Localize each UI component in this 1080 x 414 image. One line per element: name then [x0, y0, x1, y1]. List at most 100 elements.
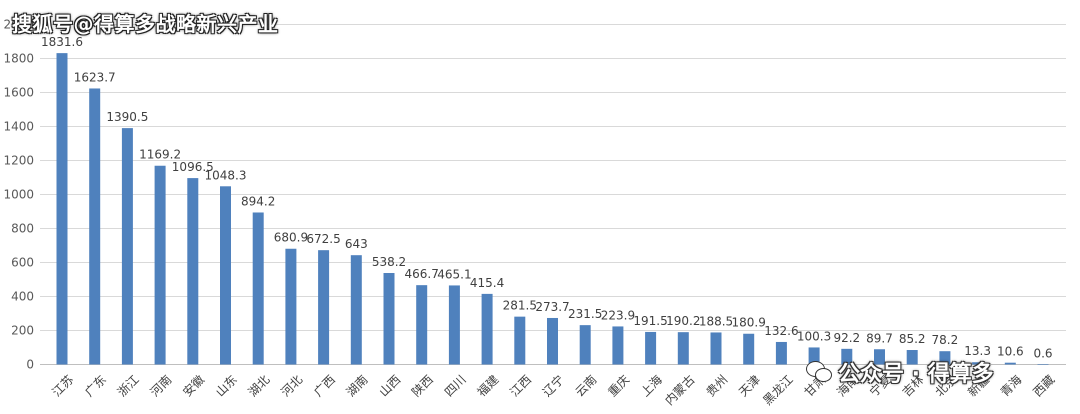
x-tick-label: 青海 — [997, 372, 1025, 400]
y-tick-label: 1600 — [3, 86, 34, 100]
bar — [121, 128, 133, 365]
x-tick-label: 浙江 — [115, 372, 142, 399]
data-label: 1096.5 — [172, 160, 214, 174]
x-tick-label: 江苏 — [49, 372, 76, 399]
data-label: 190.2 — [666, 314, 700, 328]
x-tick-label: 江西 — [507, 372, 534, 399]
x-tick-label: 陕西 — [408, 372, 436, 400]
bar — [1037, 364, 1049, 365]
data-label: 1831.6 — [41, 35, 83, 49]
data-label: 0.6 — [1033, 346, 1052, 360]
x-tick-label: 湖南 — [343, 372, 371, 400]
bar — [383, 273, 395, 365]
data-label: 223.9 — [601, 308, 635, 322]
data-label: 13.3 — [964, 344, 991, 358]
bar — [743, 333, 755, 365]
data-label: 92.2 — [833, 331, 860, 345]
x-tick-label: 四川 — [442, 372, 469, 399]
data-label: 1048.3 — [205, 168, 247, 182]
data-label: 100.3 — [797, 329, 831, 343]
data-label: 415.4 — [470, 276, 504, 290]
data-label: 1390.5 — [106, 110, 148, 124]
y-tick-label: 2000 — [3, 18, 34, 32]
watermark-sohu: 搜狐号@得算多战略新兴产业 — [12, 12, 279, 36]
x-tick-label: 内蒙古 — [662, 372, 698, 408]
data-label: 672.5 — [306, 232, 340, 246]
data-label: 1169.2 — [139, 148, 181, 162]
x-tick-label: 上海 — [637, 372, 665, 400]
bar — [481, 293, 493, 365]
x-tick-label: 山西 — [376, 372, 403, 399]
bar — [220, 186, 231, 365]
x-tick-label: 广西 — [311, 372, 338, 399]
bar — [874, 349, 885, 365]
bar — [448, 285, 460, 365]
data-label: 180.9 — [732, 316, 766, 330]
bar — [285, 248, 297, 365]
bar — [252, 212, 264, 365]
bar — [187, 178, 199, 365]
x-tick-label: 云南 — [572, 372, 600, 400]
x-tick-label: 安徽 — [180, 372, 208, 400]
x-tick-label: 天津 — [736, 372, 763, 399]
y-tick-label: 0 — [26, 358, 34, 372]
x-tick-label: 黑龙江 — [760, 372, 795, 407]
bar — [416, 285, 428, 365]
gridlines — [40, 24, 1066, 365]
data-label: 680.9 — [274, 231, 308, 245]
bars — [56, 53, 1049, 365]
bar — [547, 317, 558, 365]
y-axis: 0 200 400 600 800 1000 1200 1400 1600 1800 2000 — [3, 18, 34, 372]
data-label: 466.7 — [405, 267, 439, 281]
y-tick-label: 1400 — [3, 120, 34, 134]
x-tick-label: 重庆 — [605, 372, 632, 399]
bar — [514, 316, 526, 365]
data-label: 10.6 — [997, 345, 1024, 359]
bar — [808, 347, 820, 365]
bar — [154, 165, 166, 365]
data-label: 191.5 — [633, 314, 667, 328]
y-tick-label: 400 — [11, 290, 34, 304]
data-label: 538.2 — [372, 255, 406, 269]
x-tick-label: 贵州 — [703, 372, 730, 399]
x-tick-label: 山东 — [213, 372, 240, 399]
y-tick-label: 1200 — [3, 154, 34, 168]
data-label: 465.1 — [437, 267, 471, 281]
x-tick-label: 河北 — [278, 372, 305, 399]
watermark-wechat: 公众号 · 得算多 — [806, 356, 994, 388]
bar — [775, 341, 787, 365]
data-label: 85.2 — [899, 332, 926, 346]
x-tick-label: 广东 — [82, 372, 109, 399]
bar — [350, 255, 362, 365]
bar — [972, 362, 984, 365]
bar — [56, 53, 68, 365]
x-tick-label: 河南 — [147, 372, 175, 400]
data-label: 188.5 — [699, 314, 733, 328]
data-label: 643 — [345, 237, 368, 251]
data-label: 273.7 — [535, 300, 569, 314]
x-tick-label: 湖北 — [245, 372, 273, 400]
bar — [841, 348, 853, 365]
bar — [89, 88, 101, 365]
bar — [612, 326, 624, 365]
bar — [710, 332, 722, 365]
bar — [645, 331, 657, 365]
bar — [318, 250, 330, 365]
bar — [579, 325, 591, 365]
bar — [1004, 362, 1016, 365]
data-label: 78.2 — [932, 333, 959, 347]
bar — [939, 351, 951, 365]
y-tick-label: 800 — [11, 222, 34, 236]
y-tick-label: 1000 — [3, 188, 34, 202]
data-label: 89.7 — [866, 331, 893, 345]
watermark-wechat-label: 公众号 · 得算多 — [838, 362, 994, 387]
data-label: 1623.7 — [74, 70, 116, 84]
y-tick-label: 1800 — [3, 52, 34, 66]
x-tick-label: 辽宁 — [539, 372, 567, 400]
bar — [906, 350, 918, 365]
x-tick-label: 福建 — [474, 372, 502, 400]
data-label: 132.6 — [764, 324, 798, 338]
wechat-icon — [806, 361, 832, 383]
